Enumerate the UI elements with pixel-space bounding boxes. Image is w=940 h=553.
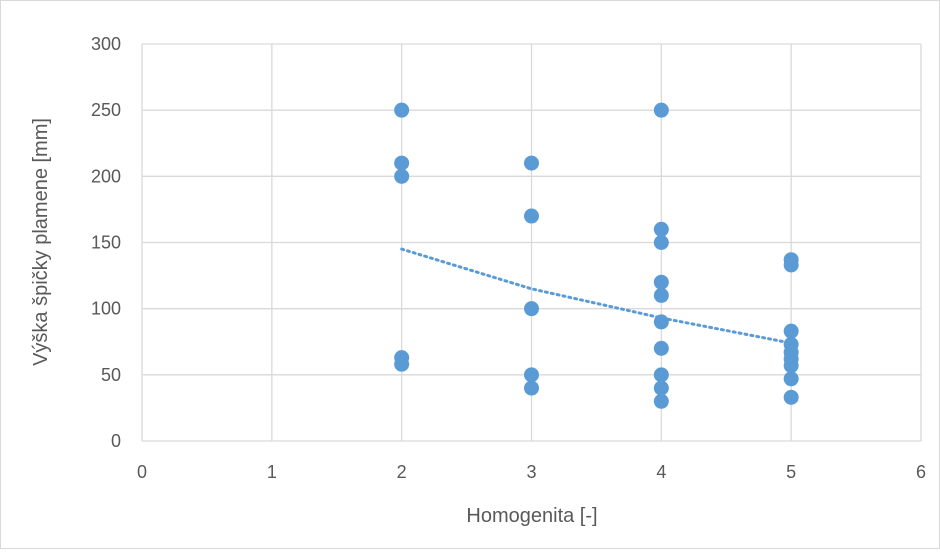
data-point bbox=[783, 257, 799, 273]
data-point bbox=[524, 155, 539, 171]
data-point bbox=[524, 208, 539, 224]
data-point bbox=[653, 340, 669, 356]
data-point bbox=[653, 221, 669, 237]
y-tick-label: 200 bbox=[91, 166, 121, 186]
data-point bbox=[394, 356, 410, 372]
y-tick-label: 50 bbox=[101, 365, 121, 385]
data-point bbox=[524, 380, 539, 396]
y-tick-label: 150 bbox=[91, 233, 121, 253]
data-point bbox=[653, 287, 669, 303]
data-point bbox=[653, 367, 669, 383]
data-point bbox=[783, 371, 799, 387]
x-tick-label: 4 bbox=[656, 462, 666, 482]
x-tick-labels: 0 1 2 3 4 5 6 bbox=[137, 462, 926, 482]
data-point bbox=[783, 323, 799, 339]
data-point bbox=[394, 155, 410, 171]
data-point bbox=[783, 389, 799, 405]
x-tick-label: 3 bbox=[526, 462, 536, 482]
y-tick-label: 0 bbox=[111, 431, 121, 451]
x-tick-label: 6 bbox=[916, 462, 926, 482]
data-point bbox=[653, 380, 669, 396]
trendline bbox=[400, 247, 793, 345]
y-tick-label: 250 bbox=[91, 100, 121, 120]
data-point bbox=[653, 102, 669, 118]
y-tick-labels: 0 50 100 150 200 250 300 bbox=[91, 34, 121, 451]
data-point bbox=[783, 358, 799, 374]
x-tick-label: 2 bbox=[397, 462, 407, 482]
data-point bbox=[394, 168, 410, 184]
data-points bbox=[394, 102, 799, 409]
data-point bbox=[653, 314, 669, 330]
trendline-group bbox=[400, 247, 793, 345]
data-point bbox=[524, 367, 539, 383]
y-tick-label: 100 bbox=[91, 299, 121, 319]
data-point bbox=[394, 102, 410, 118]
data-point bbox=[653, 274, 669, 290]
x-tick-label: 0 bbox=[137, 462, 147, 482]
x-tick-label: 5 bbox=[786, 462, 796, 482]
data-point bbox=[653, 235, 669, 250]
x-axis-label: Homogenita [-] bbox=[466, 505, 597, 527]
y-tick-label: 300 bbox=[91, 34, 121, 54]
data-point bbox=[524, 301, 539, 317]
data-point bbox=[653, 393, 669, 409]
x-tick-label: 1 bbox=[267, 462, 277, 482]
y-axis-label: Výška špičky plamene [mm] bbox=[30, 118, 52, 366]
